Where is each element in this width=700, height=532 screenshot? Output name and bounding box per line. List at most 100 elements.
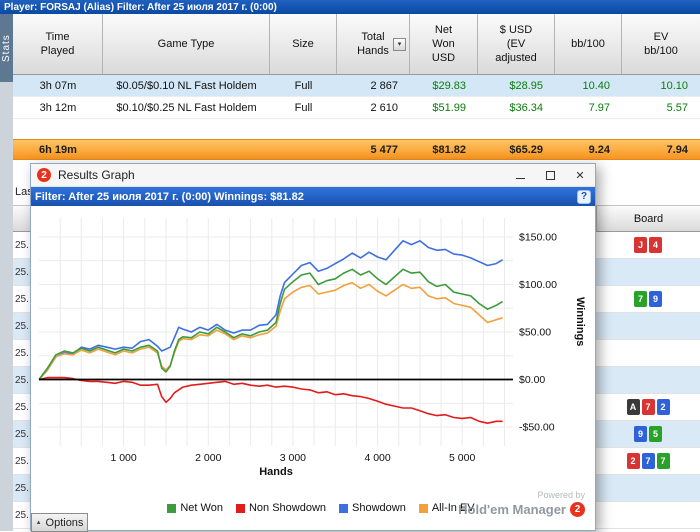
hand-row-date[interactable]: 25. xyxy=(13,340,30,367)
card-J: J xyxy=(634,237,647,253)
y-tick-label: $50.00 xyxy=(519,327,551,339)
legend-item-all-in-ev[interactable]: All-In EV xyxy=(418,502,475,514)
series-net-won xyxy=(38,268,504,380)
column-usd-ev-adjusted[interactable]: $ USD (EV adjusted xyxy=(478,14,555,74)
hand-row-board[interactable] xyxy=(596,340,700,367)
background-left-table-header xyxy=(13,205,30,232)
hand-row-date[interactable]: 25. xyxy=(13,232,30,259)
cell-time: 3h 12m xyxy=(39,101,77,114)
cell-time: 3h 07m xyxy=(39,79,77,92)
x-tick-label: 5 000 xyxy=(449,452,475,464)
card-9: 9 xyxy=(634,426,647,442)
legend-label: Non Showdown xyxy=(248,502,327,514)
close-button[interactable]: ✕ xyxy=(575,169,585,182)
maximize-icon xyxy=(545,170,555,180)
sort-dropdown-icon[interactable]: ▾ xyxy=(393,38,406,51)
y-tick-label: -$50.00 xyxy=(519,422,555,434)
totals-bb100: 9.24 xyxy=(588,143,610,156)
cell-ev-bb100: 5.57 xyxy=(666,101,688,114)
hand-row-board[interactable] xyxy=(596,259,700,286)
card-7: 7 xyxy=(634,291,647,307)
hand-row-date[interactable]: 25. xyxy=(13,448,30,475)
player-filter-text: Player: FORSAJ (Alias) Filter: After 25 … xyxy=(4,1,277,13)
column-time-played[interactable]: Time Played xyxy=(13,14,103,74)
hand-row-date[interactable]: 25. xyxy=(13,259,30,286)
column-game-type[interactable]: Game Type xyxy=(103,14,270,74)
window-controls: ✕ xyxy=(505,164,595,186)
card-5: 5 xyxy=(649,426,662,442)
hand-row-date[interactable]: 25. xyxy=(13,502,30,529)
card-9: 9 xyxy=(649,291,662,307)
legend-item-non-showdown[interactable]: Non Showdown xyxy=(235,502,327,514)
legend-item-net-won[interactable]: Net Won xyxy=(167,502,223,514)
hand-row-date[interactable]: 25. xyxy=(13,286,30,313)
hand-row-date[interactable]: 25. xyxy=(13,475,30,502)
y-tick-label: $150.00 xyxy=(519,232,557,244)
hand-row-date[interactable]: 25. xyxy=(13,313,30,340)
window-title-bar[interactable]: 2 Results Graph ✕ xyxy=(31,164,595,187)
graph-filter-bar: Filter: After 25 июля 2017 г. (0:00) Win… xyxy=(31,187,595,206)
cell-game: $0.10/$0.25 NL Fast Holdem xyxy=(116,101,257,114)
help-icon[interactable]: ? xyxy=(577,189,591,204)
totals-hands: 5 477 xyxy=(370,143,398,156)
graph-filter-text: Filter: After 25 июля 2017 г. (0:00) Win… xyxy=(35,190,304,203)
hand-row-board[interactable] xyxy=(596,502,700,529)
totals-time: 6h 19m xyxy=(39,143,77,156)
board-column-header[interactable]: Board xyxy=(596,205,700,232)
report-header: Time Played Game Type Size Total Hands ▾… xyxy=(13,14,700,75)
legend-swatch-icon xyxy=(235,503,245,513)
hand-row-board[interactable] xyxy=(596,475,700,502)
y-tick-label: $100.00 xyxy=(519,279,557,291)
cell-net-won: $29.83 xyxy=(432,79,466,92)
maximize-button[interactable] xyxy=(535,164,565,186)
column-ev-bb100[interactable]: EV bb/100 xyxy=(644,30,678,57)
background-partial-text: Las xyxy=(15,186,33,198)
minimize-button[interactable] xyxy=(505,164,535,186)
totals-row: 6h 19m 5 477 $81.82 $65.29 9.24 7.94 xyxy=(13,139,700,160)
cell-ev-usd: $36.34 xyxy=(509,101,543,114)
options-button[interactable]: ▲ Options xyxy=(31,513,88,532)
hand-row-date[interactable]: 25. xyxy=(13,421,30,448)
background-left-rows: 25. 25. 25. 25. 25. 25. 25. 25. 25. 25. 25. xyxy=(13,232,30,529)
options-arrow-icon: ▲ xyxy=(35,519,42,526)
chart-legend: Net Won Non Showdown Showdown All-In EV xyxy=(136,502,506,514)
column-total-hands[interactable]: Total Hands ▾ xyxy=(337,14,410,74)
x-tick-label: 1 000 xyxy=(110,452,136,464)
column-bb100[interactable]: bb/100 xyxy=(555,14,622,74)
brand-name: Hold'em Manager xyxy=(458,502,566,517)
legend-label: All-In EV xyxy=(431,502,475,514)
report-row[interactable]: 3h 12m $0.10/$0.25 NL Fast Holdem Full 2… xyxy=(13,97,700,119)
x-axis-title: Hands xyxy=(259,466,293,478)
card-4: 4 xyxy=(649,237,662,253)
series-non-showdown xyxy=(38,376,503,424)
stats-tab[interactable]: Stats xyxy=(0,14,13,82)
cell-ev-usd: $28.95 xyxy=(509,79,543,92)
column-net-won-usd[interactable]: Net Won USD xyxy=(410,14,478,74)
card-7: 7 xyxy=(656,453,670,469)
brand-line: Hold'em Manager 2 xyxy=(458,502,585,517)
totals-game xyxy=(103,140,270,159)
hand-row-date[interactable]: 25. xyxy=(13,394,30,421)
cell-game: $0.05/$0.10 NL Fast Holdem xyxy=(116,79,257,92)
card-2: 2 xyxy=(656,399,670,415)
hand-row-date[interactable]: 25. xyxy=(13,367,30,394)
hand-row-board[interactable] xyxy=(596,367,700,394)
cell-size: Full xyxy=(294,79,313,92)
y-tick-label: $0.00 xyxy=(519,374,545,386)
results-graph-window: 2 Results Graph ✕ Filter: After 25 июля … xyxy=(30,163,596,532)
column-size[interactable]: Size xyxy=(270,14,337,74)
legend-swatch-icon xyxy=(167,503,177,513)
legend-item-showdown[interactable]: Showdown xyxy=(339,502,406,514)
hand-row-board[interactable] xyxy=(596,313,700,340)
x-tick-label: 4 000 xyxy=(364,452,390,464)
hm2-app-icon: 2 xyxy=(37,168,51,182)
y-axis-title: Winnings xyxy=(574,297,586,347)
x-tick-label: 3 000 xyxy=(280,452,306,464)
report-row[interactable]: 3h 07m $0.05/$0.10 NL Fast Holdem Full 2… xyxy=(13,75,700,97)
